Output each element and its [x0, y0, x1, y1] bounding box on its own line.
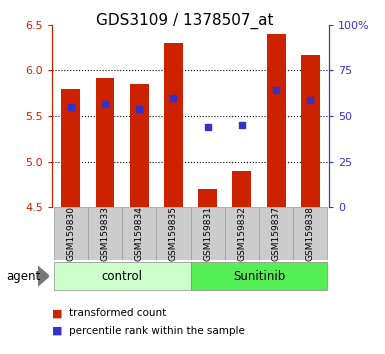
- Bar: [156, 207, 191, 260]
- Bar: [259, 207, 293, 260]
- Text: GSM159831: GSM159831: [203, 206, 212, 261]
- Text: GSM159833: GSM159833: [100, 206, 109, 261]
- Bar: [54, 207, 88, 260]
- Text: GSM159838: GSM159838: [306, 206, 315, 261]
- Text: GSM159837: GSM159837: [272, 206, 281, 261]
- Bar: [88, 207, 122, 260]
- Text: GSM159835: GSM159835: [169, 206, 178, 261]
- Bar: [225, 207, 259, 260]
- Bar: [233, 171, 251, 207]
- Bar: [54, 262, 191, 290]
- Text: ■: ■: [52, 326, 62, 336]
- Bar: [61, 88, 80, 207]
- Text: GDS3109 / 1378507_at: GDS3109 / 1378507_at: [96, 12, 274, 29]
- Text: GSM159832: GSM159832: [238, 206, 246, 261]
- Text: GSM159830: GSM159830: [66, 206, 75, 261]
- Text: percentile rank within the sample: percentile rank within the sample: [69, 326, 245, 336]
- Text: transformed count: transformed count: [69, 308, 167, 318]
- Bar: [267, 34, 286, 207]
- Text: ■: ■: [52, 308, 62, 318]
- Text: Sunitinib: Sunitinib: [233, 270, 285, 282]
- Bar: [198, 189, 217, 207]
- Bar: [164, 43, 183, 207]
- Polygon shape: [38, 266, 49, 286]
- Text: control: control: [102, 270, 142, 282]
- Text: agent: agent: [6, 270, 40, 282]
- Bar: [301, 55, 320, 207]
- Bar: [191, 262, 328, 290]
- Text: GSM159834: GSM159834: [135, 206, 144, 261]
- Bar: [95, 78, 114, 207]
- Bar: [191, 207, 225, 260]
- Bar: [130, 84, 149, 207]
- Bar: [122, 207, 156, 260]
- Bar: [293, 207, 328, 260]
